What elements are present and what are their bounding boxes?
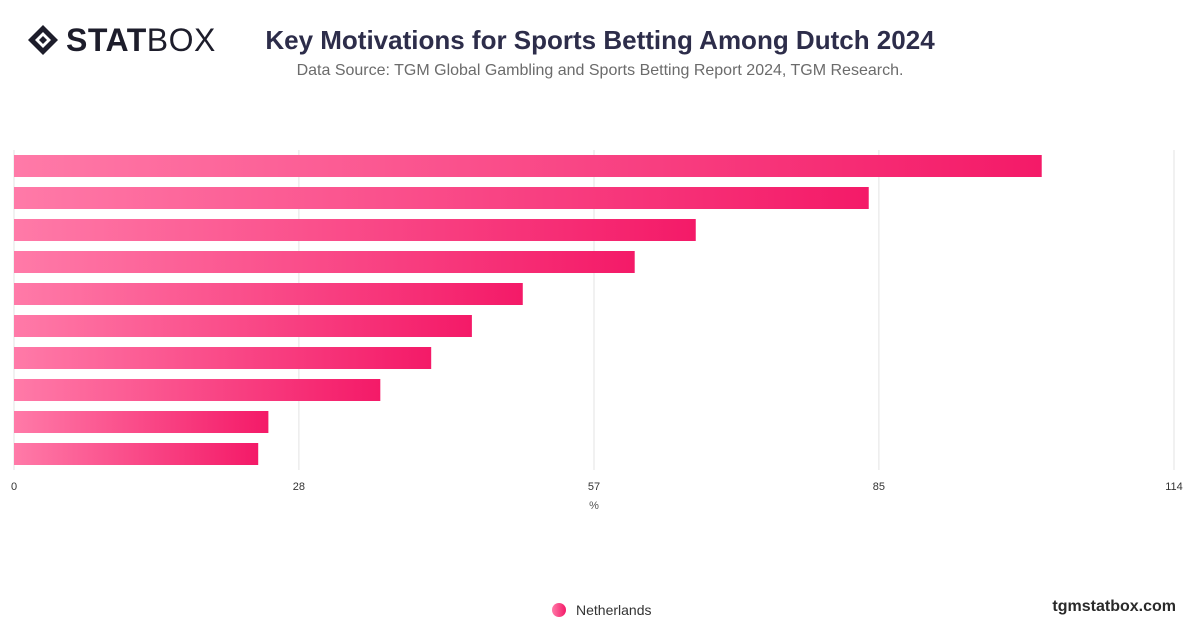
bar xyxy=(14,187,869,209)
logo-text-bold: STAT xyxy=(66,22,147,58)
legend[interactable]: Netherlands xyxy=(552,602,652,618)
bar xyxy=(14,251,635,273)
x-tick-label: 57 xyxy=(588,481,600,493)
chart-title: Key Motivations for Sports Betting Among… xyxy=(265,25,935,55)
legend-marker xyxy=(552,603,566,617)
bar xyxy=(14,379,381,401)
bar xyxy=(14,219,696,241)
x-axis-title: % xyxy=(589,500,599,512)
chart-subtitle: Data Source: TGM Global Gambling and Spo… xyxy=(296,62,904,79)
bar xyxy=(14,155,1042,177)
logo-text-light: BOX xyxy=(146,22,216,58)
legend-label: Netherlands xyxy=(576,602,652,618)
x-tick-label: 28 xyxy=(293,481,305,493)
bar xyxy=(14,283,523,305)
bar-chart: 0 28 57 85 114% xyxy=(11,150,1183,512)
site-url[interactable]: tgmstatbox.com xyxy=(1052,598,1176,615)
logo-text: STATBOX xyxy=(66,22,216,58)
bar xyxy=(14,411,269,433)
bar xyxy=(14,315,472,337)
bar xyxy=(14,347,432,369)
statbox-diamond-icon xyxy=(28,25,58,55)
statbox-logo: STATBOX xyxy=(26,22,216,58)
x-tick-label: 85 xyxy=(873,481,885,493)
x-tick-label: 0 xyxy=(11,481,17,493)
x-tick-label: 114 xyxy=(1165,481,1183,493)
bar xyxy=(14,443,259,465)
